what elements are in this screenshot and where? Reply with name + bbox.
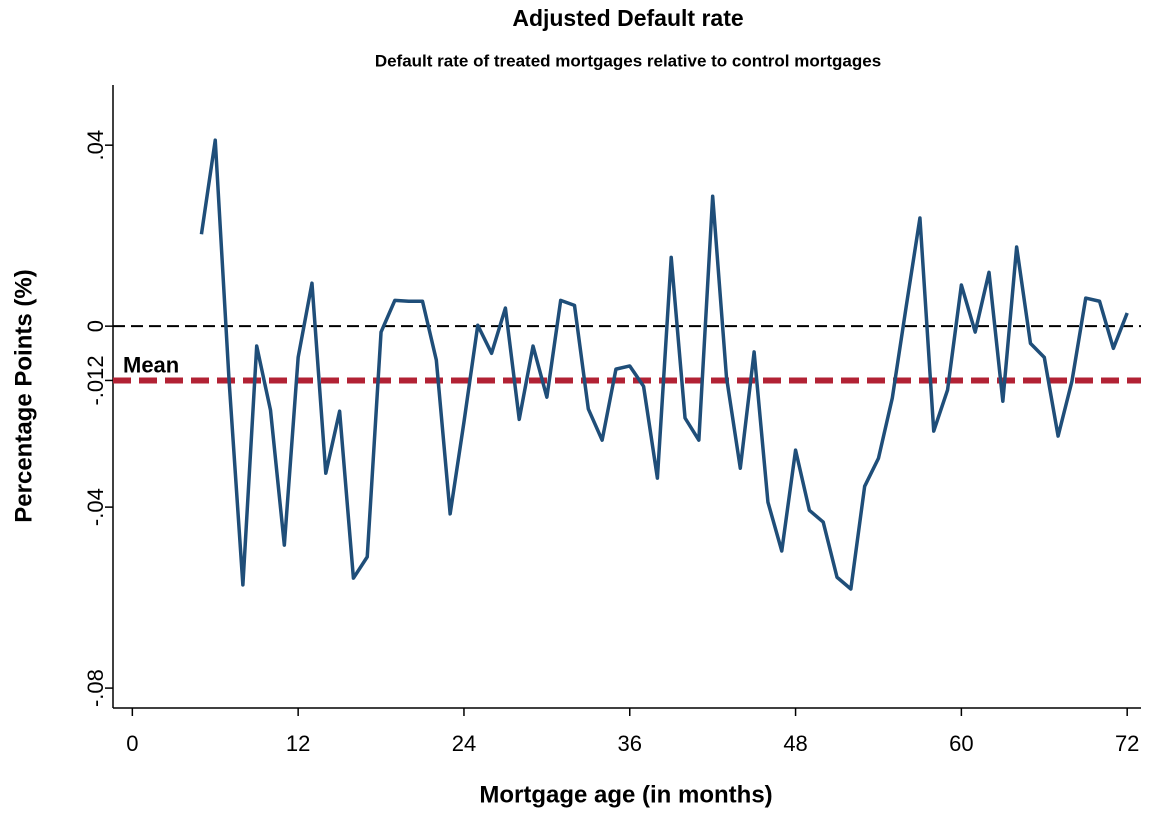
chart-subtitle: Default rate of treated mortgages relati… bbox=[375, 51, 881, 70]
y-tick-label: -.04 bbox=[83, 488, 108, 526]
data-line bbox=[199, 138, 1129, 591]
mean-tick-label: -.012 bbox=[83, 355, 108, 405]
x-axis-title: Mortgage age (in months) bbox=[479, 781, 772, 808]
x-tick-label: 48 bbox=[783, 731, 807, 756]
x-tick-label: 12 bbox=[286, 731, 310, 756]
y-tick-label: 0 bbox=[83, 320, 108, 332]
y-tick-label: -.08 bbox=[83, 669, 108, 707]
mean-label: Mean bbox=[123, 352, 179, 377]
x-tick-label: 0 bbox=[126, 731, 138, 756]
x-tick-label: 24 bbox=[452, 731, 476, 756]
y-tick-label: .04 bbox=[83, 130, 108, 161]
x-tick-label: 36 bbox=[618, 731, 642, 756]
x-tick-label: 60 bbox=[949, 731, 973, 756]
y-axis-title: Percentage Points (%) bbox=[10, 269, 37, 522]
chart-title: Adjusted Default rate bbox=[512, 5, 743, 31]
x-tick-label: 72 bbox=[1115, 731, 1139, 756]
